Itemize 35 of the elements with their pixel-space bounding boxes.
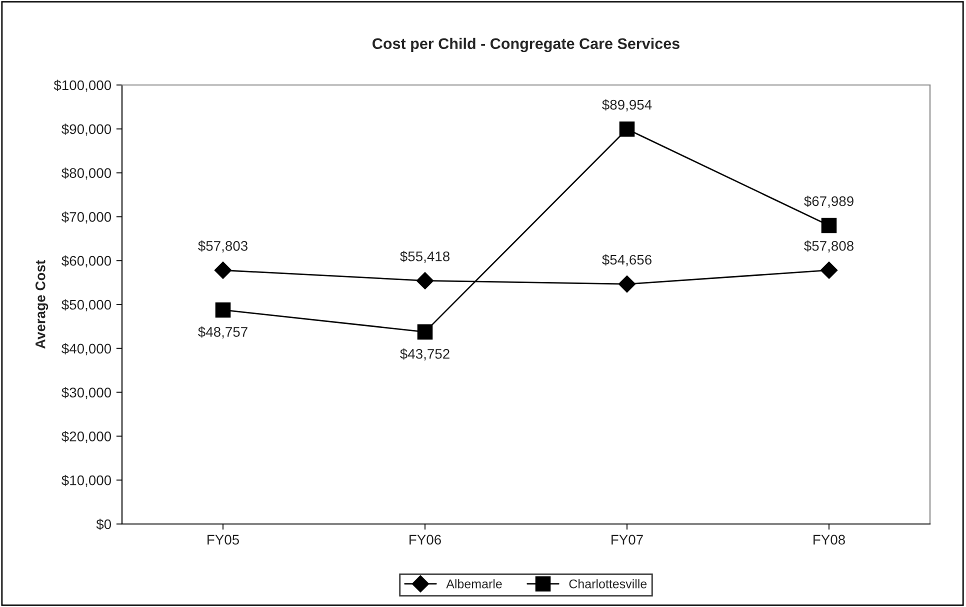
data-label: $67,989: [804, 196, 854, 208]
point: [820, 262, 838, 279]
y-tick-label: $60,000: [62, 255, 112, 268]
y-tick-label: $10,000: [62, 474, 112, 487]
data-label: $57,803: [198, 240, 248, 252]
chart-title: Cost per Child - Congregate Care Services: [372, 38, 680, 52]
y-tick-label: $100,000: [54, 80, 112, 92]
y-tick-label: $90,000: [62, 124, 112, 136]
x-tick-label: FY07: [612, 534, 643, 545]
y-tick-label: $40,000: [62, 343, 112, 356]
y-axis-title: Average Cost: [35, 260, 48, 349]
legend-label: Albemarle: [446, 579, 502, 588]
point: [619, 121, 635, 137]
point: [417, 324, 433, 340]
point: [215, 302, 231, 318]
point: [416, 272, 434, 290]
x-tick-label: FY06: [410, 534, 441, 545]
y-tick-label: $20,000: [62, 430, 112, 444]
data-label: $48,757: [198, 326, 248, 338]
data-label: $43,752: [400, 348, 450, 360]
data-label: $89,954: [602, 99, 652, 112]
x-tick-label: FY08: [814, 534, 845, 545]
point: [821, 218, 837, 234]
y-tick-label: $0: [96, 518, 112, 530]
y-tick-label: $30,000: [62, 387, 112, 400]
y-tick-label: $70,000: [62, 211, 112, 224]
data-label: $55,418: [400, 250, 450, 263]
data-label: $57,808: [804, 240, 854, 252]
point: [214, 262, 232, 279]
legend-label: Charlottesville: [569, 579, 647, 588]
y-tick-label: $50,000: [62, 299, 112, 312]
x-tick-label: FY05: [208, 534, 240, 545]
point: [618, 276, 636, 293]
y-tick-label: $80,000: [62, 168, 112, 180]
data-label: $54,656: [602, 254, 652, 266]
